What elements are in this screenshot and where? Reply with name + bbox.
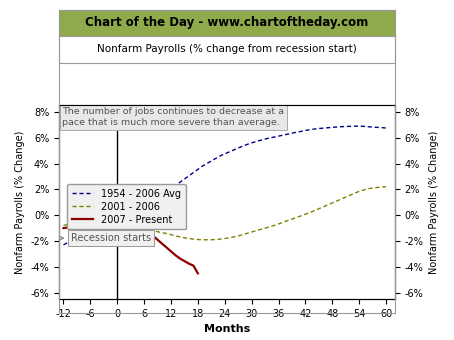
Y-axis label: Nonfarm Payrolls (% Change): Nonfarm Payrolls (% Change) xyxy=(15,131,25,274)
Text: Nonfarm Payrolls (% change from recession start): Nonfarm Payrolls (% change from recessio… xyxy=(97,44,357,54)
Text: Recession starts: Recession starts xyxy=(59,233,151,243)
Y-axis label: Nonfarm Payrolls (% Change): Nonfarm Payrolls (% Change) xyxy=(429,131,439,274)
X-axis label: Months: Months xyxy=(204,324,250,335)
Text: The number of jobs continues to decrease at a
pace that is much more severe than: The number of jobs continues to decrease… xyxy=(62,107,284,127)
Text: Chart of the Day - www.chartoftheday.com: Chart of the Day - www.chartoftheday.com xyxy=(85,16,369,30)
Legend: 1954 - 2006 Avg, 2001 - 2006, 2007 - Present: 1954 - 2006 Avg, 2001 - 2006, 2007 - Pre… xyxy=(67,184,186,230)
